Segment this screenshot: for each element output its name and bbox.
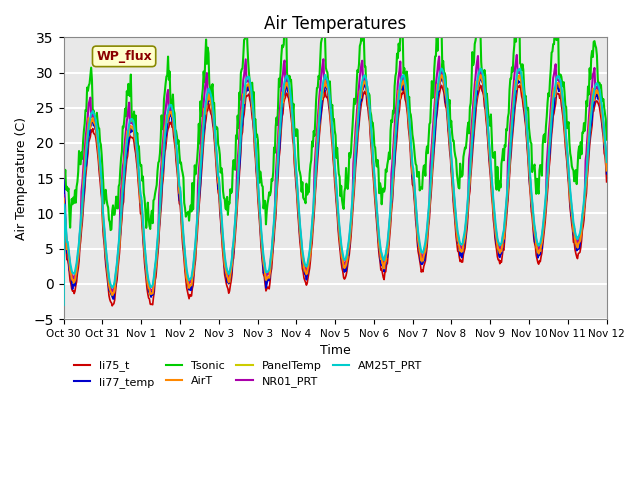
Tsonic	[603, 137, 611, 143]
PanelTemp	[477, 74, 484, 80]
AM25T_PRT	[603, 159, 611, 165]
AirT	[603, 168, 611, 173]
Line: NR01_PRT: NR01_PRT	[63, 55, 607, 291]
Line: PanelTemp: PanelTemp	[63, 77, 607, 297]
NR01_PRT	[205, 90, 213, 96]
li75_t	[518, 96, 526, 102]
AirT	[75, 248, 83, 253]
li77_temp	[110, 296, 118, 302]
PanelTemp	[603, 169, 611, 175]
Legend: li75_t, li77_temp, Tsonic, AirT, PanelTemp, NR01_PRT, AM25T_PRT: li75_t, li77_temp, Tsonic, AirT, PanelTe…	[69, 356, 427, 392]
li75_t	[238, 132, 246, 138]
Tsonic	[149, 220, 157, 226]
li75_t	[516, 82, 524, 88]
PanelTemp	[238, 126, 246, 132]
li77_temp	[149, 292, 157, 298]
AM25T_PRT	[205, 86, 212, 92]
NR01_PRT	[518, 82, 526, 88]
Tsonic	[518, 61, 526, 67]
NR01_PRT	[603, 164, 611, 170]
AM25T_PRT	[552, 75, 560, 81]
li75_t	[60, 246, 67, 252]
AirT	[60, 196, 67, 202]
NR01_PRT	[513, 52, 521, 58]
AM25T_PRT	[60, 302, 67, 308]
NR01_PRT	[75, 244, 83, 250]
li75_t	[108, 303, 116, 309]
NR01_PRT	[108, 288, 116, 294]
li75_t	[603, 179, 611, 185]
Line: li75_t: li75_t	[63, 85, 607, 306]
AirT	[516, 72, 524, 78]
Line: li77_temp: li77_temp	[63, 77, 607, 299]
Tsonic	[238, 66, 246, 72]
Y-axis label: Air Temperature (C): Air Temperature (C)	[15, 117, 28, 240]
li77_temp	[205, 98, 213, 104]
PanelTemp	[60, 198, 67, 204]
Line: AM25T_PRT: AM25T_PRT	[63, 69, 607, 305]
Line: Tsonic: Tsonic	[63, 6, 607, 230]
li77_temp	[238, 125, 246, 131]
Tsonic	[60, 159, 67, 165]
Title: Air Temperatures: Air Temperatures	[264, 15, 406, 33]
li77_temp	[554, 85, 561, 91]
PanelTemp	[108, 294, 116, 300]
Tsonic	[107, 227, 115, 233]
Tsonic	[554, 16, 561, 22]
PanelTemp	[205, 96, 213, 102]
li75_t	[149, 302, 157, 308]
PanelTemp	[518, 87, 526, 93]
NR01_PRT	[60, 192, 67, 198]
Tsonic	[205, 81, 213, 86]
AM25T_PRT	[75, 240, 83, 245]
li77_temp	[75, 252, 83, 258]
Tsonic	[75, 148, 83, 154]
AM25T_PRT	[237, 130, 244, 136]
AM25T_PRT	[518, 73, 525, 79]
PanelTemp	[75, 249, 83, 255]
AirT	[149, 290, 157, 296]
PanelTemp	[554, 83, 561, 88]
li75_t	[205, 104, 213, 109]
li77_temp	[60, 176, 67, 182]
AirT	[554, 80, 561, 86]
Text: WP_flux: WP_flux	[96, 50, 152, 63]
NR01_PRT	[554, 77, 561, 83]
li75_t	[75, 259, 83, 264]
AM25T_PRT	[477, 66, 484, 72]
AM25T_PRT	[148, 284, 156, 289]
li77_temp	[438, 74, 446, 80]
AirT	[205, 94, 213, 99]
Line: AirT: AirT	[63, 75, 607, 295]
AirT	[108, 292, 116, 298]
li77_temp	[518, 84, 526, 90]
NR01_PRT	[238, 95, 246, 100]
AirT	[518, 85, 526, 91]
li77_temp	[603, 171, 611, 177]
NR01_PRT	[149, 287, 157, 293]
X-axis label: Time: Time	[320, 344, 351, 357]
PanelTemp	[149, 292, 157, 298]
AirT	[238, 108, 246, 114]
li75_t	[554, 91, 561, 96]
Tsonic	[437, 3, 445, 9]
